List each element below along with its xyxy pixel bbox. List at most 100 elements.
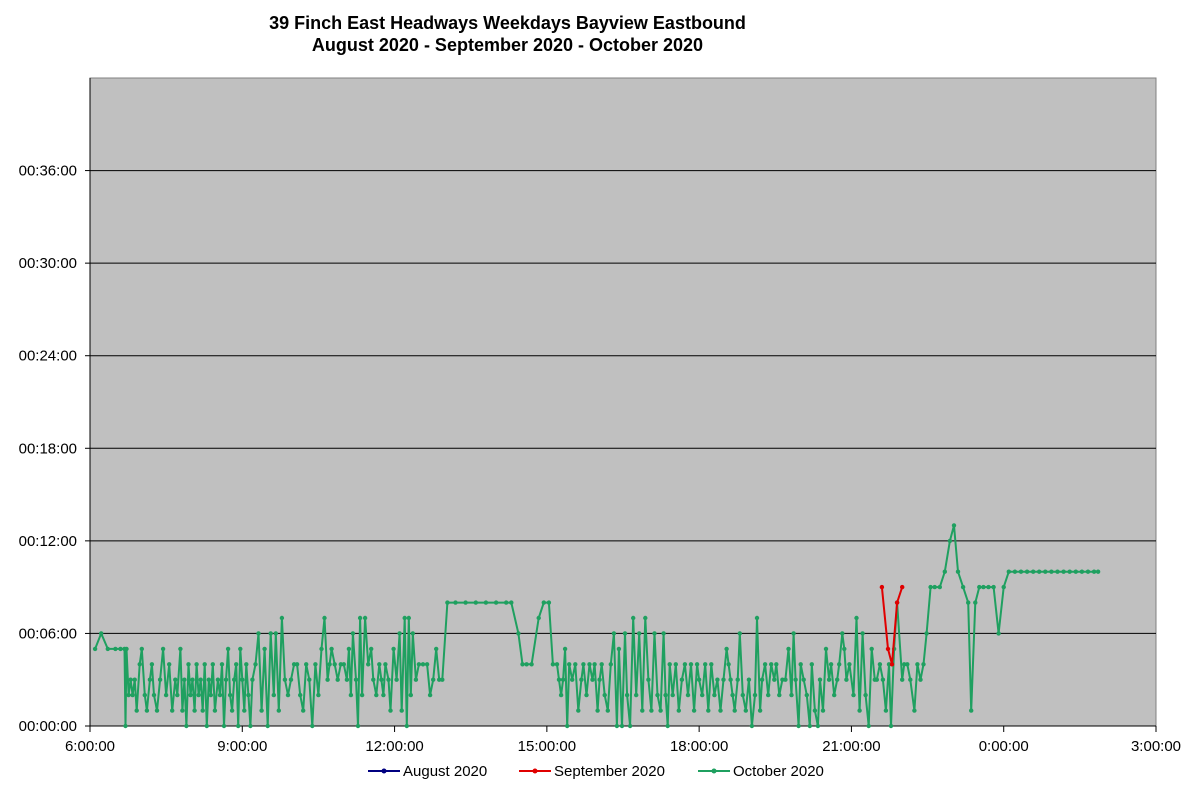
data-point [889, 662, 895, 667]
data-point [560, 677, 566, 682]
data-point [381, 692, 386, 698]
data-point [1049, 569, 1054, 574]
data-point [386, 677, 391, 682]
data-point [996, 631, 1001, 636]
data-point [567, 662, 572, 667]
data-point [724, 646, 729, 652]
data-point [879, 584, 885, 590]
data-point [730, 692, 735, 698]
data-point [746, 677, 752, 682]
data-point [942, 569, 947, 574]
data-point [240, 677, 245, 682]
data-point [493, 600, 499, 605]
data-point [113, 646, 118, 652]
data-point [149, 662, 155, 667]
data-point [918, 677, 923, 682]
data-point [163, 692, 169, 698]
data-point [786, 646, 791, 652]
data-point [374, 692, 379, 698]
data-point [883, 708, 889, 713]
data-point [694, 662, 700, 667]
data-point [587, 662, 592, 667]
data-point [516, 631, 521, 636]
data-point [590, 677, 595, 682]
y-tick-label: 00:30:00 [19, 255, 77, 272]
data-point [304, 662, 309, 667]
x-tick-label: 21:00:00 [822, 738, 880, 755]
data-point [774, 662, 779, 667]
data-point [118, 646, 123, 652]
data-point [835, 677, 840, 682]
data-point [310, 723, 315, 729]
data-point [406, 615, 411, 621]
legend-item: October 2020 [698, 763, 824, 780]
data-point [740, 692, 745, 698]
data-point [160, 646, 166, 652]
data-point [473, 600, 478, 605]
data-point [383, 662, 388, 667]
data-point [1006, 569, 1011, 574]
data-point [665, 723, 670, 729]
data-point [857, 708, 862, 713]
data-point [268, 631, 273, 636]
data-point [847, 662, 852, 667]
data-point [885, 646, 891, 652]
data-point [908, 677, 913, 682]
data-point [791, 631, 796, 636]
series-october-2020 [92, 523, 1101, 729]
data-point [285, 692, 291, 698]
data-point [732, 708, 737, 713]
data-point [912, 708, 917, 713]
data-point [977, 584, 982, 590]
data-point [894, 600, 900, 605]
data-point [955, 569, 961, 574]
data-point [840, 631, 845, 636]
data-point [866, 723, 871, 729]
data-point [608, 662, 613, 667]
y-tick-label: 00:00:00 [19, 718, 77, 735]
data-point [221, 723, 227, 729]
data-point [134, 708, 139, 713]
data-point [298, 692, 303, 698]
data-point [223, 677, 229, 682]
data-point [966, 600, 971, 605]
data-point [316, 692, 321, 698]
data-point [854, 615, 859, 621]
data-point [646, 677, 651, 682]
data-point [301, 708, 306, 713]
data-point [550, 662, 556, 667]
data-point [227, 692, 233, 698]
data-point [766, 692, 771, 698]
data-point [640, 708, 645, 713]
data-point [319, 646, 324, 652]
data-point [509, 600, 514, 605]
data-point [124, 646, 129, 652]
data-point [130, 692, 135, 698]
data-point [259, 708, 264, 713]
data-point [679, 677, 685, 682]
data-point [932, 584, 937, 590]
data-point [175, 692, 180, 698]
data-point [796, 723, 801, 729]
data-point [1055, 569, 1060, 574]
x-tick-label: 15:00:00 [518, 738, 576, 755]
data-point [759, 677, 765, 682]
data-point [622, 631, 628, 636]
data-point [614, 723, 620, 729]
data-point [427, 692, 433, 698]
chart-title-block: 39 Finch East Headways Weekdays Bayview … [0, 12, 1015, 56]
data-point [335, 677, 340, 682]
data-point [394, 677, 399, 682]
data-point [353, 677, 359, 682]
data-point [777, 692, 782, 698]
data-point [190, 677, 195, 682]
data-point [789, 692, 794, 698]
data-point [837, 662, 842, 667]
data-point [592, 662, 597, 667]
data-point [556, 677, 562, 682]
data-point [463, 600, 468, 605]
data-point [685, 692, 691, 698]
data-point [408, 692, 413, 698]
data-point [570, 677, 575, 682]
data-point [210, 662, 215, 667]
